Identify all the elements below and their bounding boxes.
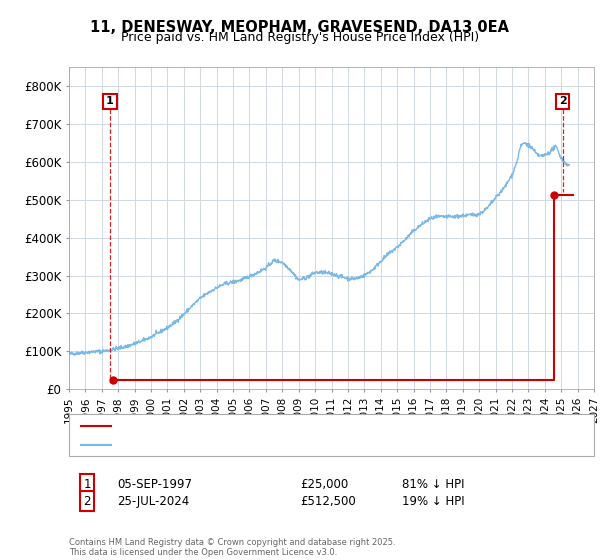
Text: Price paid vs. HM Land Registry's House Price Index (HPI): Price paid vs. HM Land Registry's House … bbox=[121, 31, 479, 44]
Text: HPI: Average price, detached house, Gravesham: HPI: Average price, detached house, Grav… bbox=[117, 440, 370, 450]
Text: Contains HM Land Registry data © Crown copyright and database right 2025.
This d: Contains HM Land Registry data © Crown c… bbox=[69, 538, 395, 557]
Text: 05-SEP-1997: 05-SEP-1997 bbox=[117, 478, 192, 491]
Text: 1: 1 bbox=[83, 478, 91, 491]
Text: £25,000: £25,000 bbox=[300, 478, 348, 491]
Text: 2: 2 bbox=[559, 96, 567, 106]
Text: 11, DENESWAY, MEOPHAM, GRAVESEND, DA13 0EA: 11, DENESWAY, MEOPHAM, GRAVESEND, DA13 0… bbox=[91, 20, 509, 35]
Text: 2: 2 bbox=[83, 494, 91, 508]
Text: 11, DENESWAY, MEOPHAM, GRAVESEND, DA13 0EA (detached house): 11, DENESWAY, MEOPHAM, GRAVESEND, DA13 0… bbox=[117, 421, 478, 431]
Text: £512,500: £512,500 bbox=[300, 494, 356, 508]
Text: 1: 1 bbox=[106, 96, 114, 106]
Text: 19% ↓ HPI: 19% ↓ HPI bbox=[402, 494, 464, 508]
Text: 81% ↓ HPI: 81% ↓ HPI bbox=[402, 478, 464, 491]
Text: 25-JUL-2024: 25-JUL-2024 bbox=[117, 494, 189, 508]
